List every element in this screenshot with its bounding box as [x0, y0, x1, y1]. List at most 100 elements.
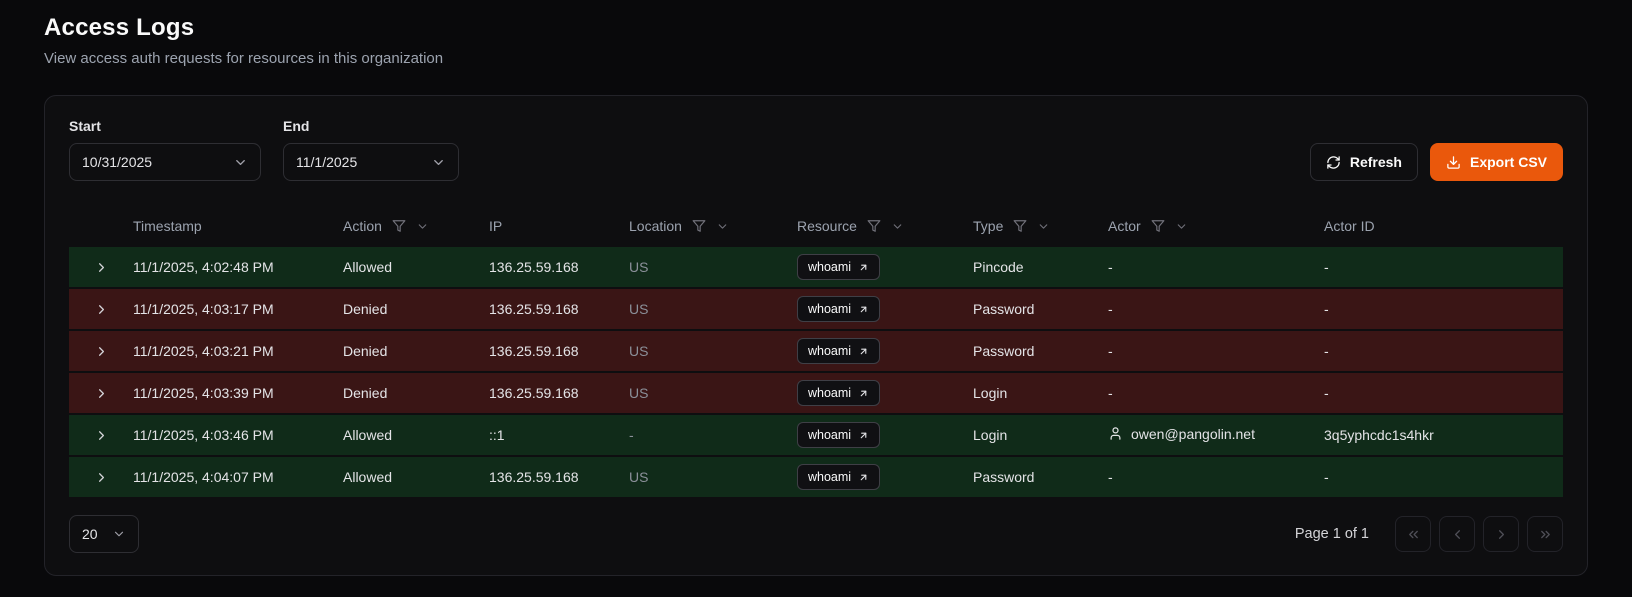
action-cell: Allowed [343, 259, 393, 275]
column-label-location: Location [629, 218, 682, 234]
location-cell: US [629, 259, 649, 275]
external-link-icon [858, 472, 869, 483]
action-cell: Allowed [343, 469, 393, 485]
column-header-resource: Resource [797, 207, 973, 245]
chevron-down-icon [233, 155, 248, 170]
start-date-select[interactable]: 10/31/2025 [69, 143, 261, 181]
row-expand-button[interactable] [90, 382, 113, 405]
first-page-button[interactable] [1395, 516, 1431, 552]
resource-link[interactable]: whoami [797, 338, 881, 364]
chevron-right-icon [98, 472, 104, 482]
resource-cell: whoami [797, 373, 973, 413]
row-expand-button[interactable] [90, 466, 113, 489]
column-label-action: Action [343, 218, 382, 234]
resource-link[interactable]: whoami [797, 254, 881, 280]
chevron-down-icon[interactable] [891, 220, 904, 233]
refresh-label: Refresh [1349, 154, 1402, 170]
column-label-actor-id: Actor ID [1324, 218, 1375, 234]
download-icon [1446, 155, 1461, 170]
actor-cell: - [1108, 343, 1113, 359]
filter-icon[interactable] [692, 219, 706, 233]
chevron-down-icon[interactable] [716, 220, 729, 233]
chevron-down-icon[interactable] [1037, 220, 1050, 233]
start-date-value: 10/31/2025 [82, 154, 153, 170]
filter-icon[interactable] [392, 219, 406, 233]
timestamp-cell: 11/1/2025, 4:03:46 PM [133, 427, 274, 443]
resource-link[interactable]: whoami [797, 380, 881, 406]
chevron-down-icon [431, 155, 446, 170]
user-icon [1108, 426, 1123, 441]
page-subtitle: View access auth requests for resources … [44, 50, 444, 67]
prev-page-button[interactable] [1439, 516, 1475, 552]
chevron-down-icon[interactable] [1175, 220, 1188, 233]
toolbar-actions: Refresh Export CSV [1309, 143, 1563, 181]
filter-icon[interactable] [867, 219, 881, 233]
column-label-resource: Resource [797, 218, 857, 234]
refresh-button[interactable]: Refresh [1309, 143, 1418, 181]
location-cell: US [629, 469, 649, 485]
external-link-icon [858, 388, 869, 399]
end-date-select[interactable]: 11/1/2025 [283, 143, 459, 181]
chevron-right-icon [98, 304, 104, 314]
pagination-controls [1395, 516, 1563, 552]
column-header-timestamp: Timestamp [133, 207, 343, 245]
timestamp-cell: 11/1/2025, 4:03:21 PM [133, 343, 274, 359]
actor-id-cell: - [1324, 259, 1329, 275]
resource-cell: whoami [797, 247, 973, 287]
actor-cell: - [1108, 469, 1113, 485]
column-label-timestamp: Timestamp [133, 218, 202, 234]
filter-icon[interactable] [1151, 219, 1165, 233]
table-row: 11/1/2025, 4:03:17 PM Denied 136.25.59.1… [69, 289, 1563, 329]
actor-id-cell: - [1324, 343, 1329, 359]
row-expand-button[interactable] [90, 340, 113, 363]
location-cell: US [629, 385, 649, 401]
table-footer: 20 Page 1 of 1 [69, 515, 1563, 553]
ip-cell: 136.25.59.168 [489, 343, 579, 359]
external-link-icon [858, 262, 869, 273]
resource-link[interactable]: whoami [797, 296, 881, 322]
external-link-icon [858, 430, 869, 441]
column-header-expand [69, 207, 133, 245]
resource-link[interactable]: whoami [797, 422, 881, 448]
column-header-type: Type [973, 207, 1108, 245]
start-date-label: Start [69, 118, 101, 134]
filter-icon[interactable] [1013, 219, 1027, 233]
page-info: Page 1 of 1 [1294, 526, 1369, 542]
start-date-group: Start 10/31/2025 [69, 118, 261, 181]
export-csv-label: Export CSV [1469, 154, 1547, 170]
chevron-right-icon [98, 430, 104, 440]
type-cell: Pincode [973, 259, 1024, 275]
chevron-right-icon [98, 262, 104, 272]
table-header-row: Timestamp Action IP [69, 207, 1563, 245]
location-cell: US [629, 343, 649, 359]
type-cell: Login [973, 385, 1008, 401]
column-label-ip: IP [489, 218, 503, 234]
resource-link[interactable]: whoami [797, 464, 881, 490]
external-link-icon [858, 346, 869, 357]
row-expand-button[interactable] [90, 424, 113, 447]
ip-cell: 136.25.59.168 [489, 301, 579, 317]
ip-cell: 136.25.59.168 [489, 259, 579, 275]
row-expand-button[interactable] [90, 298, 113, 321]
filter-controls: Start 10/31/2025 End 11/1/2025 [69, 118, 1563, 181]
actor-cell: - [1108, 385, 1113, 401]
logs-table: Timestamp Action IP [69, 205, 1563, 499]
resource-cell: whoami [797, 415, 973, 455]
column-label-type: Type [973, 218, 1004, 234]
chevrons-right-icon [1540, 530, 1550, 538]
type-cell: Login [973, 427, 1008, 443]
chevron-down-icon[interactable] [416, 220, 429, 233]
column-header-ip: IP [489, 207, 629, 245]
resource-cell: whoami [797, 331, 973, 371]
resource-cell: whoami [797, 289, 973, 329]
next-page-button[interactable] [1483, 516, 1519, 552]
action-cell: Allowed [343, 427, 393, 443]
action-cell: Denied [343, 343, 388, 359]
timestamp-cell: 11/1/2025, 4:03:17 PM [133, 301, 274, 317]
last-page-button[interactable] [1527, 516, 1563, 552]
row-expand-button[interactable] [90, 256, 113, 279]
table-row: 11/1/2025, 4:03:21 PM Denied 136.25.59.1… [69, 331, 1563, 371]
export-csv-button[interactable]: Export CSV [1429, 143, 1563, 181]
chevron-left-icon [1454, 529, 1460, 539]
page-size-select[interactable]: 20 [69, 515, 139, 553]
